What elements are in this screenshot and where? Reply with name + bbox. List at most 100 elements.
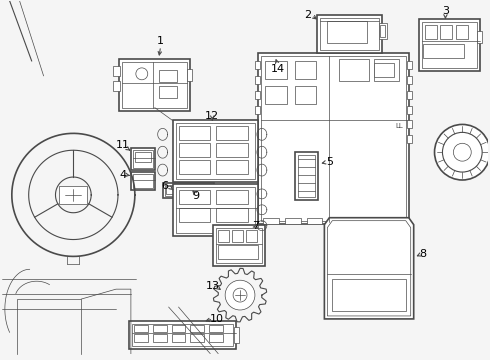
Bar [477,31,482,43]
Bar [216,208,248,222]
Text: 14: 14 [270,64,285,74]
Bar [407,61,412,69]
Bar [234,327,239,343]
Bar [232,230,243,242]
Bar [198,186,206,194]
Bar [407,121,412,129]
Bar [255,76,260,84]
Bar [213,225,265,266]
Bar [425,25,437,39]
Bar [421,22,477,68]
Bar [263,218,279,224]
Bar [159,70,176,82]
Bar [216,190,248,204]
Bar [258,53,409,224]
Bar [328,218,344,224]
Bar [285,218,300,224]
Text: 6: 6 [162,181,169,191]
Bar [178,208,210,222]
Text: 7: 7 [252,221,260,231]
Bar [153,334,167,342]
Bar [265,86,287,104]
Bar [255,91,260,99]
Bar [332,279,406,311]
Bar [255,105,260,113]
Bar [422,44,465,58]
Bar [209,334,223,342]
Text: 10: 10 [210,314,224,324]
Bar [153,325,167,332]
Bar [178,190,210,204]
Bar [131,148,155,170]
Bar [216,228,262,264]
Text: LL: LL [395,123,403,129]
Bar [176,186,184,194]
Bar [175,123,255,179]
Bar [113,81,120,91]
Bar [178,143,210,157]
Bar [374,63,394,77]
Circle shape [442,132,482,172]
Text: 1: 1 [157,36,164,46]
Circle shape [233,288,247,302]
Bar [294,86,317,104]
Text: 5: 5 [326,157,333,167]
Bar [255,61,260,69]
Bar [216,143,248,157]
Bar [327,21,367,43]
Bar [294,61,317,79]
Bar [132,324,233,346]
Bar [374,59,399,81]
Circle shape [136,68,148,80]
Text: 3: 3 [442,6,449,16]
Bar [134,325,148,332]
Bar [188,69,193,81]
Bar [318,15,382,53]
Bar [172,325,185,332]
Bar [339,59,369,81]
Bar [294,152,319,200]
Bar [407,91,412,99]
Bar [172,334,185,342]
Bar [320,18,379,50]
Text: 2: 2 [304,10,311,20]
Bar [191,325,204,332]
Circle shape [225,280,255,310]
Polygon shape [324,218,414,319]
Bar [218,230,229,242]
Bar [216,160,248,174]
Bar [216,126,248,140]
Bar [129,321,236,349]
Bar [119,59,191,111]
Bar [133,150,153,168]
Bar [209,325,223,332]
Bar [122,62,188,108]
Bar [379,23,387,39]
Bar [165,185,212,196]
Bar [307,218,322,224]
Text: 9: 9 [192,191,199,201]
Bar [163,183,214,198]
Bar [265,61,287,79]
Bar [178,126,210,140]
Bar [135,152,151,162]
Bar [418,19,480,71]
Text: 4: 4 [120,170,126,180]
Bar [113,66,120,76]
Bar [188,186,196,194]
Bar [407,76,412,84]
Bar [246,230,257,242]
Text: 11: 11 [116,140,130,150]
Bar [407,135,412,143]
Bar [441,25,452,39]
Bar [191,334,204,342]
Bar [172,184,258,235]
Bar [166,186,173,194]
Circle shape [453,143,471,161]
Bar [456,25,468,39]
Bar [297,155,316,197]
Bar [380,25,385,37]
Bar [350,218,366,224]
Bar [407,105,412,113]
Bar [261,56,406,221]
